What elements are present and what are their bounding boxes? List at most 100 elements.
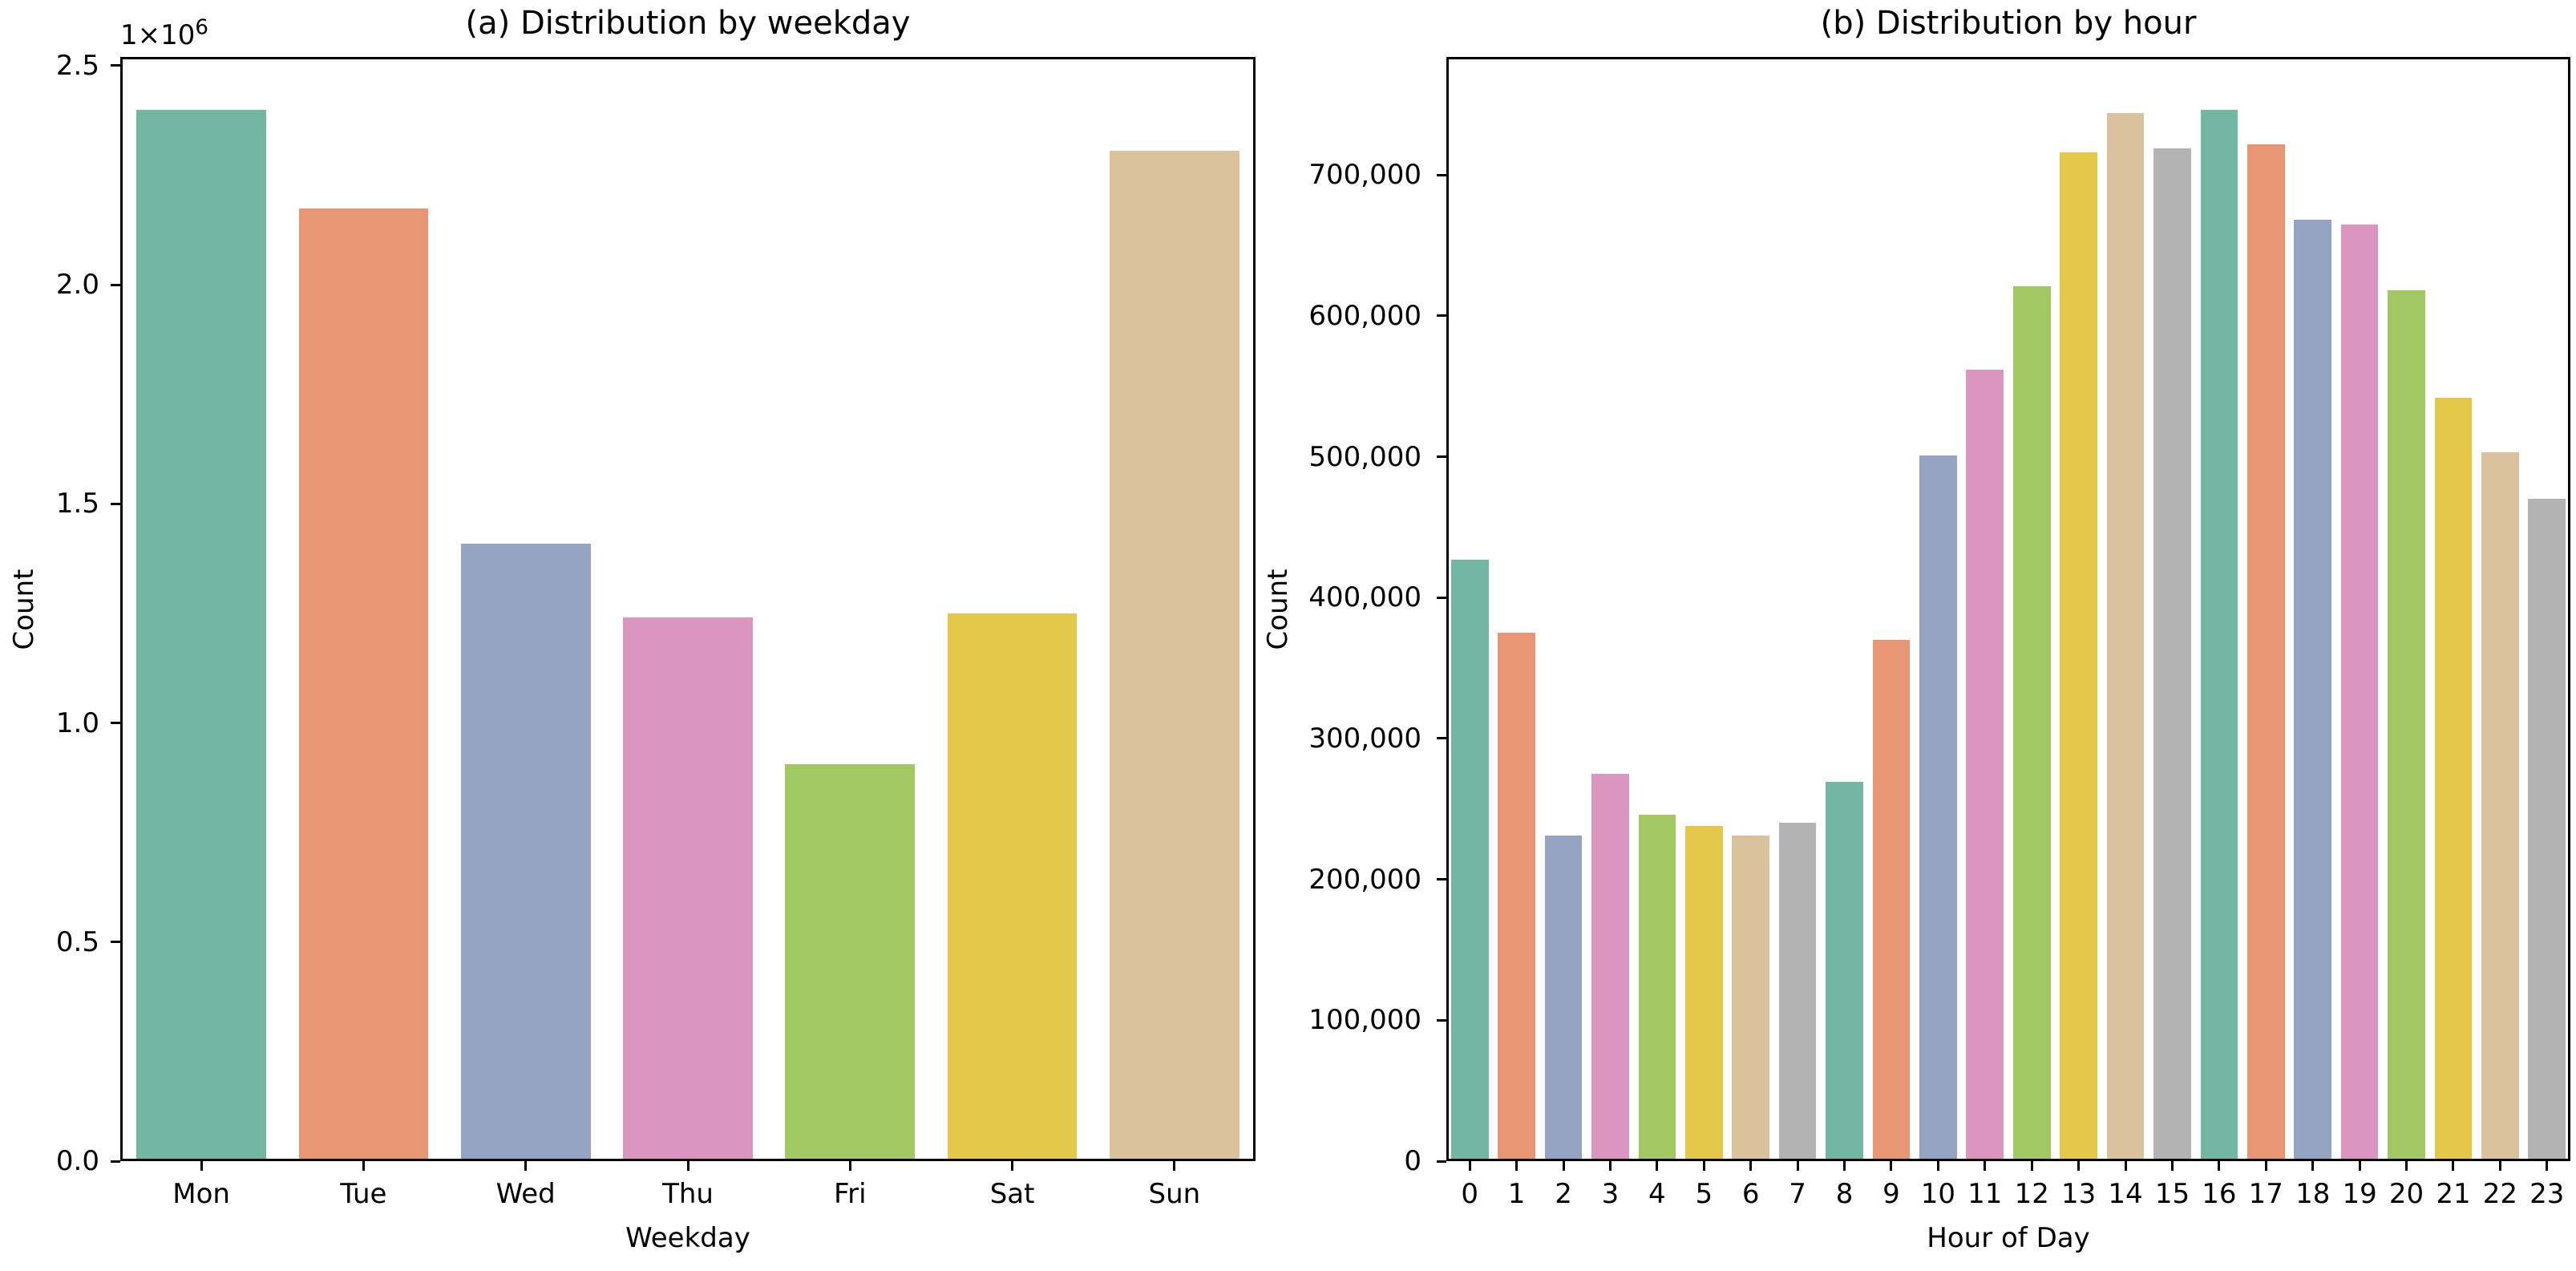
x-tick-label-fri: Fri [834, 1178, 867, 1210]
x-tick-mark [1468, 1161, 1471, 1171]
y-tick-mark [111, 722, 120, 725]
offset-exponent: 6 [195, 15, 208, 40]
x-tick-label-10: 10 [1920, 1178, 1956, 1210]
bar-hour-23 [2528, 499, 2566, 1161]
x-tick-label-16: 16 [2202, 1178, 2237, 1210]
bar-hour-10 [1919, 455, 1957, 1161]
y-tick-mark [1437, 455, 1446, 459]
y-tick-mark [1437, 737, 1446, 740]
x-tick-mark [1173, 1161, 1176, 1171]
bar-hour-1 [1498, 633, 1535, 1161]
x-tick-label-21: 21 [2436, 1178, 2471, 1210]
x-tick-label-sun: Sun [1148, 1178, 1201, 1210]
bar-hour-9 [1872, 639, 1911, 1161]
x-tick-mark [2030, 1161, 2033, 1171]
bar-weekday-thu [623, 617, 753, 1161]
bar-hour-6 [1732, 836, 1770, 1161]
x-tick-label-17: 17 [2248, 1178, 2283, 1210]
bar-hour-0 [1450, 559, 1489, 1161]
y-tick-label: 100,000 [1308, 1004, 1421, 1037]
y-tick-label: 400,000 [1308, 581, 1421, 614]
x-tick-mark [2124, 1161, 2127, 1171]
x-tick-mark [2546, 1161, 2549, 1171]
x-tick-mark [1515, 1161, 1519, 1171]
x-tick-mark [2311, 1161, 2315, 1171]
bar-weekday-sun [1109, 151, 1239, 1161]
x-tick-mark [2405, 1161, 2408, 1171]
bar-hour-2 [1544, 836, 1583, 1161]
y-tick-label: 0 [1404, 1145, 1421, 1177]
x-tick-mark [1796, 1161, 1799, 1171]
x-tick-mark [1890, 1161, 1893, 1171]
x-tick-label-14: 14 [2108, 1178, 2143, 1210]
x-tick-label-6: 6 [1741, 1178, 1760, 1210]
y-tick-mark [111, 283, 120, 286]
bar-hour-13 [2060, 152, 2097, 1161]
bar-weekday-sat [947, 613, 1078, 1161]
bar-hour-8 [1826, 782, 1863, 1161]
bar-hour-11 [1966, 369, 2004, 1161]
x-tick-label-sat: Sat [989, 1178, 1035, 1210]
y-tick-mark [1437, 173, 1446, 176]
y-tick-mark [1437, 1160, 1446, 1163]
x-tick-label-8: 8 [1835, 1178, 1854, 1210]
x-tick-mark [1843, 1161, 1846, 1171]
bar-hour-20 [2388, 290, 2425, 1161]
y-tick-label: 500,000 [1308, 440, 1421, 473]
bar-weekday-fri [785, 764, 916, 1161]
x-tick-mark [2498, 1161, 2501, 1171]
x-tick-label-0: 0 [1461, 1178, 1479, 1210]
x-tick-mark [2264, 1161, 2267, 1171]
x-tick-mark [1562, 1161, 1565, 1171]
bar-hour-12 [2012, 286, 2051, 1161]
y-tick-label: 700,000 [1308, 159, 1421, 192]
x-tick-label-1: 1 [1507, 1178, 1526, 1210]
y-tick-label: 0.5 [55, 925, 99, 958]
bar-hour-4 [1638, 814, 1676, 1161]
x-tick-mark [1749, 1161, 1753, 1171]
y-tick-label: 1.5 [55, 488, 99, 520]
x-tick-mark [1702, 1161, 1705, 1171]
x-tick-mark [524, 1161, 528, 1171]
y-tick-label: 0.0 [55, 1145, 99, 1177]
x-tick-mark [2452, 1161, 2455, 1171]
bar-hour-14 [2106, 112, 2145, 1161]
x-tick-mark [2077, 1161, 2081, 1171]
y-axis-offset-label: 1×106 [120, 15, 208, 51]
x-tick-label-23: 23 [2529, 1178, 2565, 1210]
x-tick-label-7: 7 [1789, 1178, 1806, 1210]
y-tick-mark [111, 1160, 120, 1163]
bar-weekday-tue [298, 208, 429, 1161]
bar-weekday-mon [136, 109, 267, 1161]
weekday-x-axis-label: Weekday [625, 1222, 750, 1254]
y-tick-mark [111, 502, 120, 505]
x-tick-mark [2218, 1161, 2221, 1171]
y-tick-mark [1437, 1018, 1446, 1022]
x-tick-label-19: 19 [2342, 1178, 2377, 1210]
weekday-chart-title: (a) Distribution by weekday [465, 5, 911, 42]
x-tick-label-2: 2 [1555, 1178, 1572, 1210]
bar-hour-16 [2200, 110, 2238, 1161]
bar-hour-7 [1778, 823, 1817, 1161]
x-tick-mark [1936, 1161, 1939, 1171]
x-tick-label-wed: Wed [495, 1178, 556, 1210]
x-tick-mark [686, 1161, 689, 1171]
x-tick-mark [1608, 1161, 1612, 1171]
x-tick-label-tue: Tue [340, 1178, 387, 1210]
y-tick-label: 2.5 [55, 49, 99, 82]
x-tick-label-22: 22 [2482, 1178, 2518, 1210]
y-tick-label: 1.0 [55, 706, 99, 739]
y-tick-label: 300,000 [1308, 722, 1421, 755]
offset-base: 1×10 [120, 19, 196, 51]
x-tick-label-15: 15 [2154, 1178, 2190, 1210]
x-tick-label-11: 11 [1967, 1178, 2003, 1210]
x-tick-label-12: 12 [2014, 1178, 2049, 1210]
x-tick-mark [2170, 1161, 2174, 1171]
bar-hour-17 [2246, 144, 2285, 1161]
x-tick-label-thu: Thu [662, 1178, 714, 1210]
x-tick-mark [1984, 1161, 1987, 1171]
x-tick-mark [200, 1161, 203, 1171]
